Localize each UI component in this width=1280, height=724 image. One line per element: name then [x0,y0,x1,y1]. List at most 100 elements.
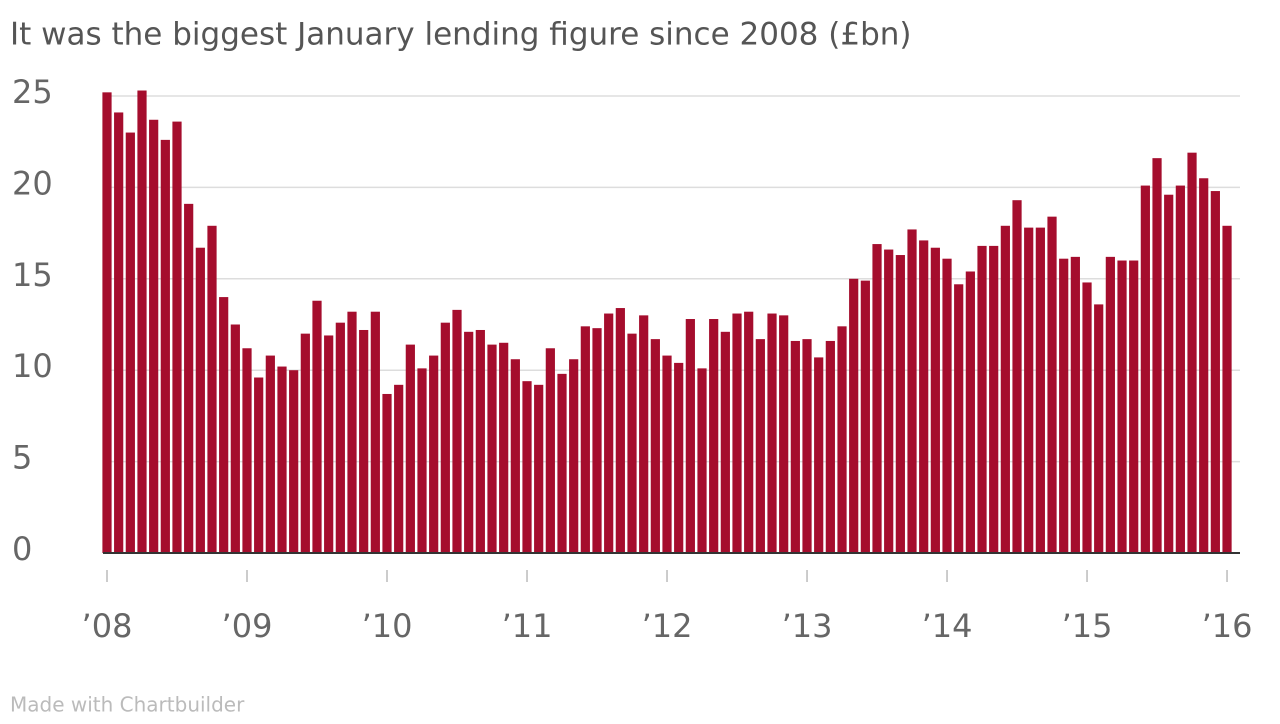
bar [744,311,754,553]
bar [709,319,719,553]
bar [849,278,859,553]
y-tick-label: 0 [12,530,32,568]
bar [324,335,334,553]
bar [1187,152,1197,553]
bar [1175,185,1185,553]
bar [464,331,474,553]
bar [790,340,800,553]
bar [1117,260,1127,553]
bar [394,384,404,553]
x-tick-label: ’08 [82,607,133,645]
bar [347,311,357,553]
bar [650,339,660,553]
bar [977,245,987,553]
bar [1129,260,1139,553]
bar [942,258,952,553]
x-tick-label: ’12 [642,607,693,645]
bar [604,313,614,553]
bar [277,366,287,553]
bar [697,368,707,553]
bar [615,308,625,553]
bar [184,203,194,554]
bar [1035,227,1045,553]
bar [1094,304,1104,553]
bar [895,255,905,553]
bar [639,315,649,553]
bar [149,119,159,553]
bar [1059,258,1069,553]
bar [1199,178,1209,553]
bar [405,344,415,553]
bar [137,90,147,554]
bar [254,377,264,553]
bar [1210,191,1220,553]
bar [440,322,450,553]
bar [219,297,229,553]
bar [114,112,124,554]
bar [475,329,485,553]
bar [265,355,275,553]
bar [662,355,672,553]
bar [989,245,999,553]
bar [779,315,789,553]
bar [837,326,847,553]
bar [510,359,520,553]
y-tick-label: 5 [12,439,32,477]
bar [1070,256,1080,553]
bar [359,329,369,553]
bar [312,300,322,553]
bar [370,311,380,553]
bar [172,121,182,553]
bar [685,319,695,553]
x-tick-label: ’13 [782,607,833,645]
bar [1024,227,1034,553]
bar [884,249,894,553]
bar [289,370,299,553]
bar [242,348,252,553]
bar [102,92,112,554]
x-tick-label: ’14 [922,607,973,645]
bar [919,240,929,554]
y-tick-label: 20 [12,164,53,202]
bar [767,313,777,553]
bar [872,244,882,553]
x-tick-label: ’16 [1202,607,1253,645]
bar [452,309,462,553]
bar [417,368,427,553]
bar [814,357,824,553]
bar [1012,200,1022,554]
chart-title: It was the biggest January lending figur… [10,17,912,53]
y-tick-label: 10 [12,347,53,385]
bar [207,225,217,553]
footer: Made with Chartbuilder [10,693,245,717]
bar [382,393,392,553]
bar [1222,225,1232,553]
bar [545,348,555,553]
bar [580,326,590,553]
bar [1105,256,1115,553]
bar [335,322,345,553]
bar [860,280,870,553]
bar [1000,225,1010,553]
bar [965,271,975,553]
bar [720,331,730,553]
bar [569,359,579,553]
bar [592,328,602,553]
bar [930,247,940,553]
bar [125,132,135,553]
y-tick-label: 25 [12,73,53,111]
x-tick-label: ’10 [362,607,413,645]
bar [522,381,532,553]
x-tick-label: ’15 [1062,607,1113,645]
x-tick-label: ’09 [222,607,273,645]
bar [1152,158,1162,554]
bar [1047,216,1057,553]
bar [755,339,765,553]
bar [230,324,240,553]
bar [1164,194,1174,553]
bar [825,340,835,553]
bar [429,355,439,553]
y-tick-label: 15 [12,256,53,294]
